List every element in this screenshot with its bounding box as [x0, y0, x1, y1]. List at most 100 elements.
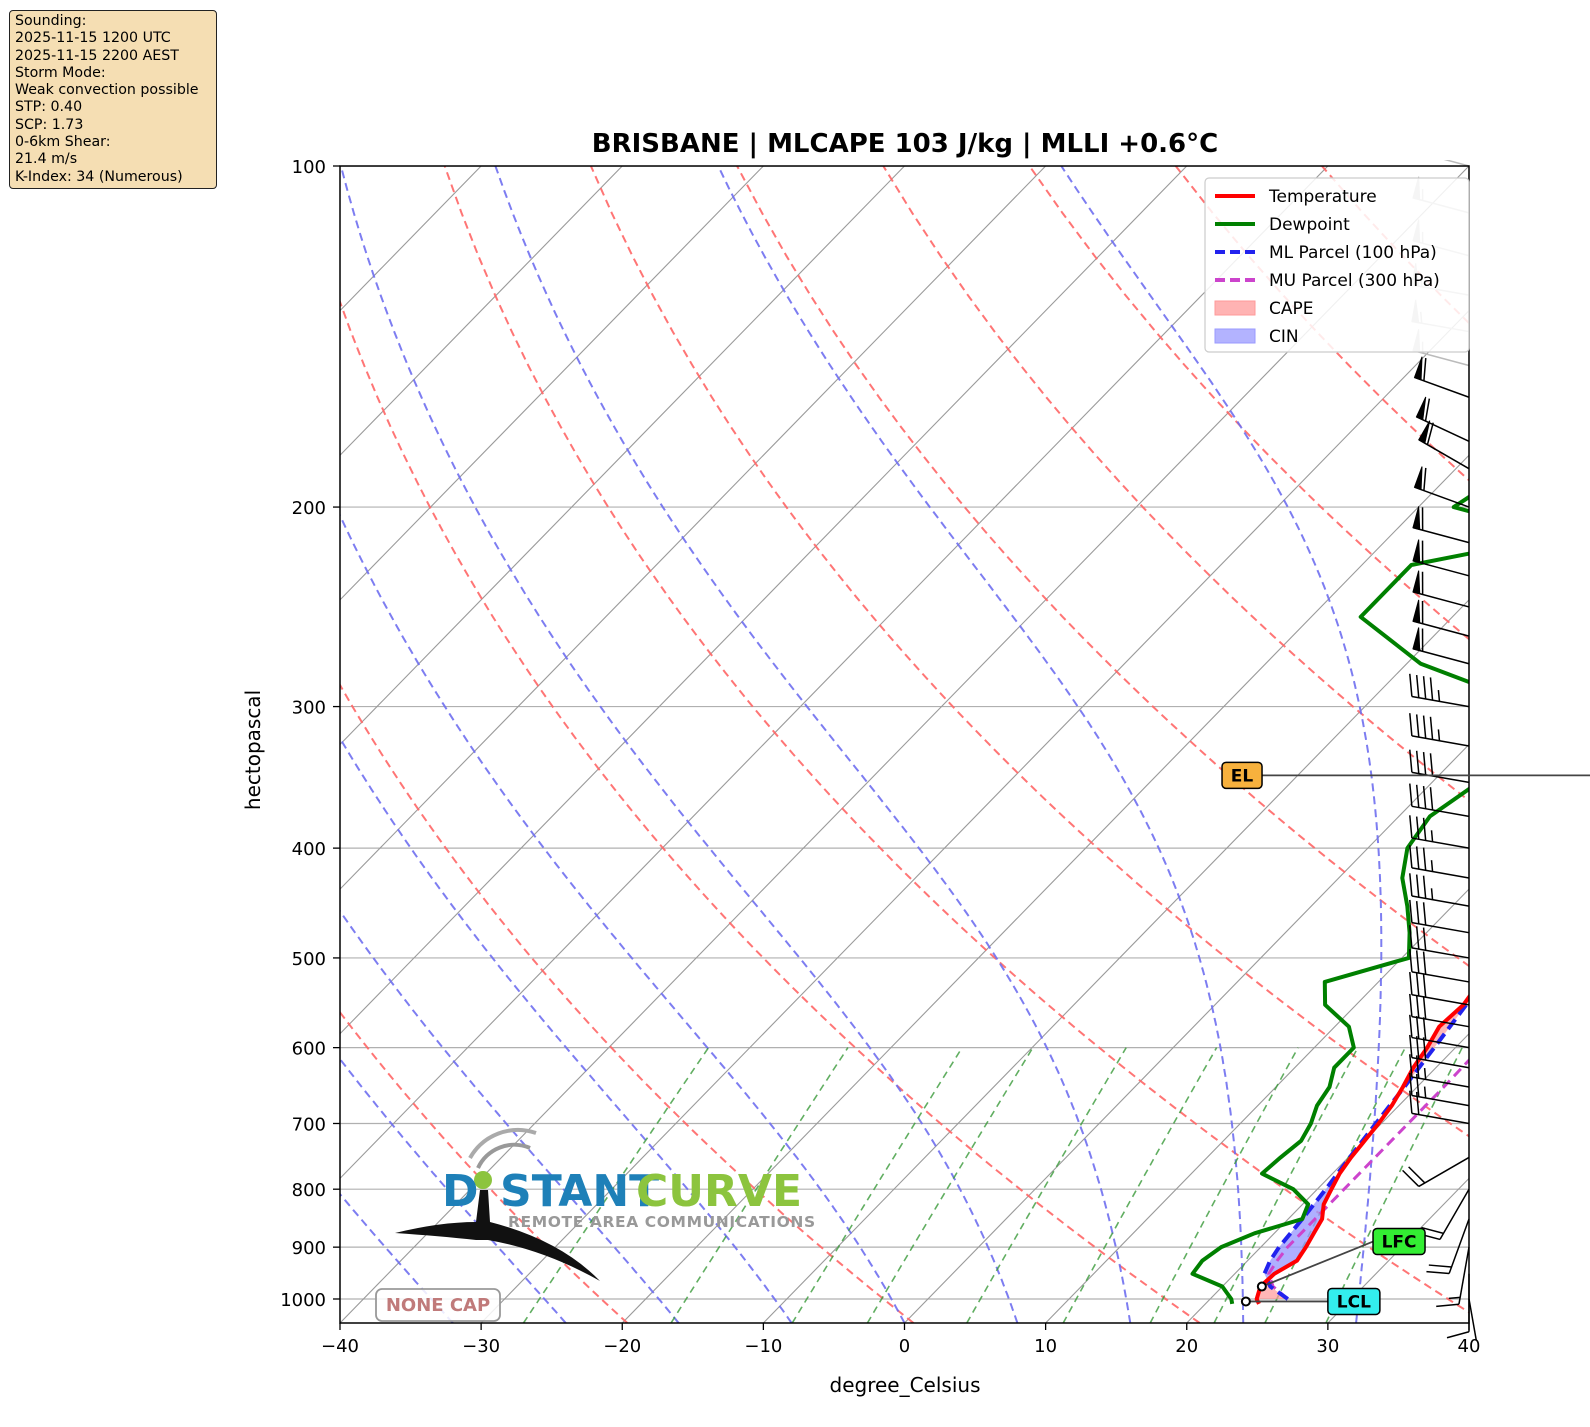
x-tick-label: −10 [744, 1336, 782, 1357]
x-axis-label: degree_Celsius [830, 1373, 981, 1397]
level-label: LFC [1382, 1233, 1417, 1253]
legend-label: Dewpoint [1269, 215, 1350, 235]
x-tick-label: −30 [462, 1336, 500, 1357]
level-marker-lcl: LCL [1240, 1287, 1381, 1316]
level-label: EL [1231, 766, 1254, 786]
moist-adiabat-line [340, 166, 1019, 1323]
wind-barb [1409, 971, 1470, 1006]
moist-adiabat-line [494, 166, 1132, 1323]
x-tick-label: 20 [1175, 1336, 1198, 1357]
wind-barb [1418, 420, 1470, 470]
legend-item: Temperature [1215, 187, 1377, 207]
y-tick-label: 400 [292, 839, 326, 860]
mixing-ratio-line [791, 1047, 963, 1323]
wind-barb [1426, 1218, 1470, 1275]
logo-dot-icon [474, 1171, 492, 1189]
legend-item: Dewpoint [1215, 215, 1350, 235]
wind-barb [1409, 1090, 1470, 1125]
x-tick-label: −40 [321, 1336, 359, 1357]
legend-swatch [1214, 328, 1256, 344]
isotherm-line [340, 166, 1188, 1035]
x-tick-label: −20 [603, 1336, 641, 1357]
legend-label: Temperature [1268, 187, 1377, 207]
y-tick-label: 600 [292, 1039, 326, 1060]
info-line: SCP: 1.73 [15, 116, 84, 133]
info-line: Storm Mode: [15, 64, 106, 81]
legend-item: CAPE [1214, 299, 1314, 319]
legend-item: MU Parcel (300 hPa) [1215, 271, 1440, 291]
y-tick-label: 900 [292, 1238, 326, 1259]
isotherm-line [1468, 1322, 1469, 1323]
cap-badge-label: NONE CAP [386, 1295, 490, 1316]
wind-barb [1409, 845, 1470, 879]
legend-item: CIN [1214, 327, 1299, 347]
wind-barb [1402, 1156, 1470, 1188]
isotherm-line [340, 166, 623, 457]
y-tick-label: 500 [292, 949, 326, 970]
isotherm-line [1045, 888, 1469, 1323]
wind-barb [1409, 873, 1470, 907]
legend-label: CAPE [1269, 299, 1314, 319]
info-line: 0-6km Shear: [15, 134, 111, 151]
wind-barb [1409, 1034, 1470, 1069]
y-tick-label: 300 [292, 698, 326, 719]
wind-barb [1413, 466, 1470, 508]
y-tick-label: 200 [292, 498, 326, 519]
moist-adiabat-line [340, 1192, 454, 1323]
logo-text-d: D [442, 1166, 479, 1217]
wind-barb [1409, 925, 1470, 959]
wind-barb [1468, 1298, 1477, 1340]
wind-barb [1443, 160, 1470, 167]
legend-swatch [1214, 300, 1256, 316]
y-axis-label: hectopascal [241, 690, 265, 810]
wind-barb [1409, 1054, 1470, 1088]
wind-barb [1409, 713, 1470, 747]
level-marker-lfc: LFC [1256, 1227, 1426, 1292]
mixing-ratio-line [1325, 1047, 1463, 1323]
wind-barb [1412, 506, 1470, 544]
chart-title: BRISBANE | MLCAPE 103 J/kg | MLLI +0.6°C [592, 129, 1218, 159]
cin-area [1535, 166, 1590, 891]
isotherm-line [340, 166, 1047, 890]
info-line: 21.4 m/s [15, 151, 78, 168]
level-marker-el: EL [1221, 761, 1590, 790]
wind-barb [1436, 1247, 1470, 1308]
info-line: STP: 0.40 [15, 99, 83, 116]
logo-text-curve: CURVE [636, 1166, 802, 1217]
moist-adiabat-line [340, 1057, 567, 1323]
y-tick-label: 1000 [280, 1290, 326, 1311]
level-label: LCL [1337, 1292, 1371, 1312]
isotherm-line [621, 454, 1469, 1323]
wind-barb [1415, 396, 1470, 443]
isotherm-line [0, 166, 199, 1323]
wind-barb [1409, 749, 1470, 784]
y-tick-label: 700 [292, 1114, 326, 1135]
x-tick-label: 40 [1458, 1336, 1481, 1357]
moist-adiabat-line [717, 166, 1245, 1323]
moist-adiabat-line [340, 736, 793, 1323]
dry-adiabat-line [443, 166, 1469, 1314]
x-tick-label: 30 [1316, 1336, 1339, 1357]
cin-area [1498, 930, 1514, 958]
ml-parcel-line [1262, 997, 1469, 1301]
legend-box [1204, 177, 1470, 353]
mixing-ratio-line [1149, 1047, 1299, 1323]
wind-barb [1409, 949, 1470, 983]
wind-barb [1409, 673, 1470, 708]
legend-item: ML Parcel (100 hPa) [1215, 243, 1437, 263]
isotherm-line [0, 166, 58, 1323]
isotherm-line [340, 166, 905, 746]
logo-tower-icon [395, 1190, 600, 1281]
info-line: K-Index: 34 (Numerous) [15, 168, 183, 185]
dry-adiabat-line [1467, 166, 1469, 169]
mu-parcel-line [1267, 1057, 1469, 1301]
wind-barb [1409, 1014, 1470, 1049]
y-tick-label: 100 [292, 157, 326, 178]
logo-tagline: REMOTE AREA COMMUNICATIONS [508, 1213, 816, 1231]
wind-barb [1412, 627, 1470, 665]
wind-barb [1409, 783, 1470, 818]
y-tick-label: 800 [292, 1180, 326, 1201]
x-tick-label: 0 [899, 1336, 910, 1357]
mixing-ratio-line [1213, 1047, 1359, 1323]
moist-adiabat-line [340, 909, 680, 1323]
